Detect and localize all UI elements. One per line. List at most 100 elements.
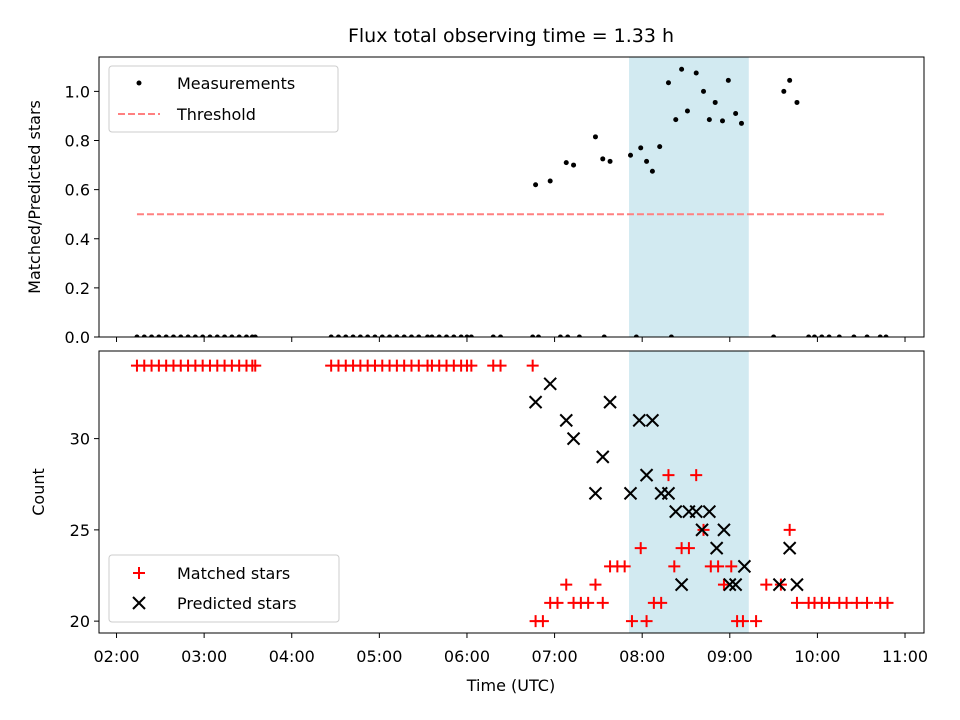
bottom-panel: 20 25 30 02:00 03:00 04:00 05:00 06:00 07:00 08:… (29, 350, 928, 695)
matched-star-marker (536, 615, 549, 628)
measurement-point (851, 334, 857, 337)
predicted-star-marker (737, 559, 752, 574)
measurement-point (806, 334, 812, 337)
predicted-star-marker (623, 486, 638, 501)
matched-star-marker (736, 615, 749, 628)
matched-star-marker (618, 560, 631, 573)
matched-star-marker (850, 596, 863, 609)
bottom-legend: Matched stars Predicted stars (108, 554, 340, 623)
measurement-point (444, 334, 450, 337)
top-ytick-label: 0.4 (65, 230, 90, 249)
predicted-star-marker (661, 486, 676, 501)
measurement-point (576, 334, 582, 337)
matched-star-marker (717, 578, 730, 591)
measurement-point (372, 334, 378, 337)
predicted-star-marker (559, 413, 573, 428)
measurement-point (451, 334, 457, 337)
legend-threshold-label: Threshold (176, 105, 256, 124)
matched-star-marker (712, 560, 725, 573)
measurement-point (673, 117, 679, 123)
matched-star-marker (690, 469, 703, 482)
measurement-point (416, 334, 422, 337)
measurement-point (607, 158, 613, 164)
measurement-point (200, 334, 206, 337)
predicted-star-marker (596, 450, 610, 464)
measurement-point (712, 99, 718, 105)
measurement-point (498, 334, 504, 337)
top-panel: Flux total observing time = 1.33 h 0.0 0.… (25, 25, 925, 347)
matched-star-marker (840, 596, 853, 609)
measurement-point (638, 145, 644, 151)
x-tick-label: 06:00 (444, 647, 490, 666)
bottom-plot-frame (98, 350, 925, 634)
measurement-point (679, 66, 685, 72)
top-ytick-label: 0.2 (65, 279, 90, 298)
measurement-point (565, 334, 571, 337)
measurement-point (864, 334, 870, 337)
measurement-point (819, 334, 825, 337)
measurement-point (170, 334, 176, 337)
x-tick-label: 04:00 (269, 647, 315, 666)
x-tick-label: 09:00 (707, 647, 753, 666)
matched-star-marker (560, 578, 573, 591)
x-tick-label: 07:00 (532, 647, 578, 666)
measurement-point (557, 334, 563, 337)
measurement-point (883, 334, 889, 337)
x-tick-label: 03:00 (181, 647, 227, 666)
matched-star-marker (640, 615, 653, 628)
matched-star-marker (465, 359, 478, 372)
predicted-star-marker (695, 523, 709, 537)
measurement-point (425, 334, 431, 337)
measurement-point (733, 110, 739, 116)
measurement-point (649, 168, 655, 174)
matched-star-marker (655, 596, 668, 609)
measurement-point (571, 162, 577, 168)
measurement-point (178, 334, 184, 337)
measurement-point (214, 334, 220, 337)
measurement-point (134, 334, 140, 337)
measurement-point (738, 120, 744, 126)
measurement-point (149, 334, 155, 337)
matched-star-marker (783, 523, 796, 536)
top-plot-frame (98, 56, 925, 338)
predicted-star-marker (702, 504, 717, 519)
top-ytick-label: 0.6 (65, 181, 90, 200)
matched-star-marker (634, 542, 647, 555)
measurement-point (429, 334, 435, 337)
measurement-point (633, 334, 639, 337)
predicted-star-marker (709, 541, 724, 555)
measurement-point (693, 70, 699, 76)
top-ytick-label: 0.0 (65, 328, 90, 347)
measurement-point (600, 156, 606, 162)
measurement-point (665, 80, 671, 86)
matched-star-marker (725, 560, 738, 573)
predicted-star-marker (566, 431, 581, 446)
measurement-point (684, 108, 690, 114)
measurement-point (628, 152, 634, 158)
predicted-star-marker (528, 395, 543, 409)
measurement-point (335, 334, 341, 337)
measurement-point (222, 334, 228, 337)
predicted-star-marker (790, 577, 804, 592)
legend-measurements-label: Measurements (177, 74, 295, 93)
predicted-star-marker (728, 577, 743, 592)
bottom-ytick-label: 30 (70, 430, 90, 449)
chart-title: Flux total observing time = 1.33 h (348, 25, 674, 47)
matched-star-marker (249, 359, 262, 372)
measurement-point (458, 334, 464, 337)
top-ytick-label: 0.8 (65, 132, 90, 151)
predicted-star-marker (632, 413, 646, 428)
x-tick-label: 02:00 (93, 647, 139, 666)
measurement-point (401, 334, 407, 337)
measurement-point (350, 334, 356, 337)
matched-star-marker (774, 578, 787, 591)
measurement-point (156, 334, 162, 337)
predicted-star-marker (689, 504, 703, 519)
matched-star-marker (668, 560, 681, 573)
measurement-point (644, 158, 650, 164)
measurement-point (163, 334, 169, 337)
predicted-star-marker (603, 395, 617, 409)
legend-predicted-stars-label: Predicted stars (177, 594, 297, 613)
matched-star-marker (589, 578, 602, 591)
measurement-point (379, 334, 385, 337)
